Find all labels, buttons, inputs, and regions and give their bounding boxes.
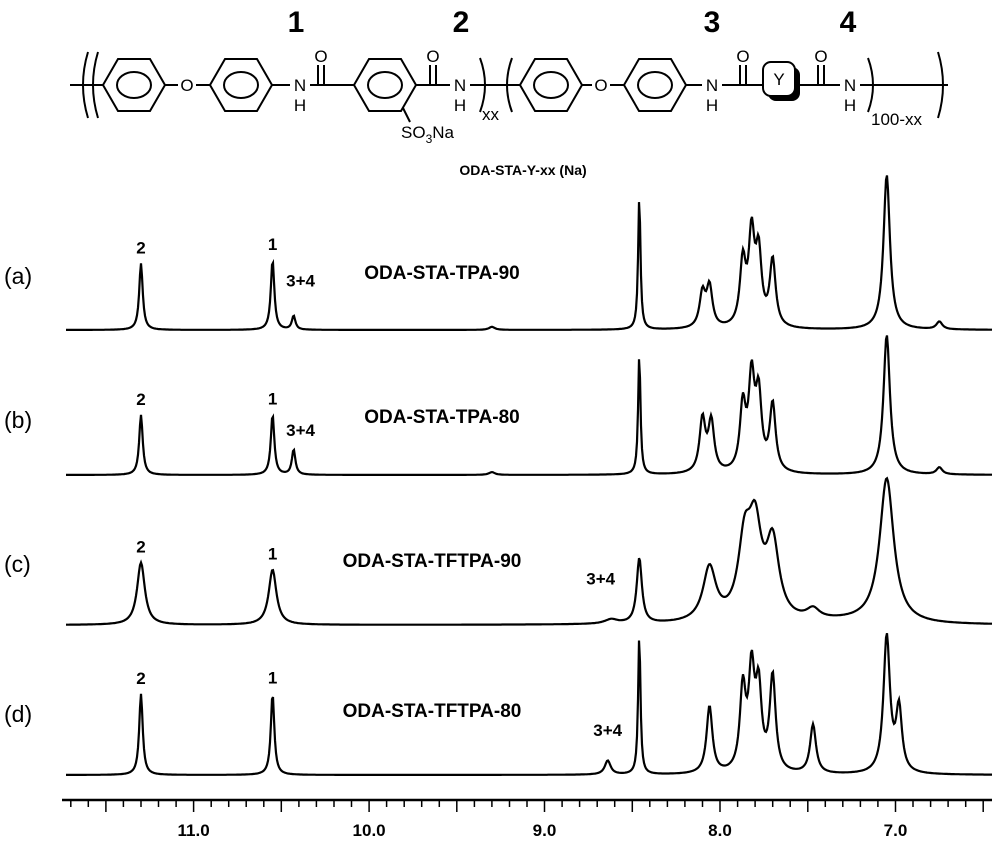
x-tick-label: 8.0 — [708, 821, 732, 840]
benzene-ring-2 — [208, 58, 274, 112]
peak-label: 2 — [136, 238, 145, 257]
panel-label-c: (c) — [4, 551, 31, 577]
benzene-ring-sulfo — [352, 58, 418, 112]
ether-oxygen-2: O — [594, 76, 607, 95]
sulfonate-group: SO3Na — [401, 123, 455, 146]
peak-label: 1 — [268, 235, 277, 254]
amide-hydrogen-1: H — [294, 96, 306, 115]
peak-label: 1 — [268, 545, 277, 564]
carbonyl-oxygen-1: O — [314, 47, 327, 66]
unit-number-3: 3 — [704, 6, 721, 39]
peak-label: 3+4 — [286, 272, 315, 291]
x-tick-label: 11.0 — [178, 821, 210, 840]
unit-number-2: 2 — [453, 6, 470, 39]
spectrum-b: (b) ODA-STA-TPA-80 2 1 3+4 — [4, 335, 992, 476]
spectrum-a: (a) ODA-STA-TPA-90 2 1 3+4 — [4, 175, 992, 331]
sample-name-c: ODA-STA-TFTPA-90 — [343, 551, 522, 572]
panel-label-d: (d) — [4, 701, 32, 727]
amide-hydrogen-4: H — [844, 96, 856, 115]
peak-label: 3+4 — [593, 721, 622, 740]
peak-label: 3+4 — [286, 421, 315, 440]
amide-nitrogen-1: N — [294, 76, 306, 95]
spectrum-trace-a — [66, 175, 992, 331]
peak-label: 1 — [268, 390, 277, 409]
spectrum-trace-d — [66, 632, 992, 776]
x-tick-label: 9.0 — [533, 821, 557, 840]
ether-oxygen-1: O — [180, 76, 193, 95]
peak-label: 1 — [268, 669, 277, 688]
sample-name-d: ODA-STA-TFTPA-80 — [343, 701, 522, 722]
peak-label: 3+4 — [586, 569, 615, 588]
spectra-group: (a) ODA-STA-TPA-90 2 1 3+4 (b) ODA-STA-T… — [4, 175, 992, 776]
spectrum-c: (c) ODA-STA-TFTPA-90 2 1 3+4 — [4, 476, 992, 626]
peak-label: 2 — [136, 390, 145, 409]
amide-nitrogen-3: N — [706, 76, 718, 95]
panel-label-b: (b) — [4, 407, 32, 433]
x-tick-label: 7.0 — [884, 821, 908, 840]
amide-hydrogen-2: H — [454, 96, 466, 115]
benzene-ring-1 — [101, 58, 167, 112]
peak-label: 2 — [136, 538, 145, 557]
benzene-ring-3 — [518, 58, 584, 112]
sample-name-b: ODA-STA-TPA-80 — [364, 407, 520, 428]
spectrum-trace-c — [66, 476, 992, 626]
benzene-ring-4 — [622, 58, 688, 112]
panel-label-a: (a) — [4, 263, 32, 289]
x-axis: 11.0 10.0 9.0 8.0 7.0 — [62, 798, 992, 840]
spectrum-d: (d) ODA-STA-TFTPA-80 2 1 3+4 — [4, 632, 992, 776]
subscript-xx: xx — [482, 105, 500, 124]
polymer-structure — [70, 51, 948, 123]
carbonyl-oxygen-2: O — [426, 47, 439, 66]
unit-number-4: 4 — [840, 6, 857, 39]
amide-nitrogen-2: N — [454, 76, 466, 95]
spectrum-trace-b — [66, 335, 992, 476]
carbonyl-oxygen-3: O — [736, 47, 749, 66]
y-ring-icon — [762, 61, 800, 101]
x-axis-minor-ticks — [70, 800, 984, 812]
x-tick-label: 10.0 — [353, 821, 386, 840]
peak-label: 2 — [136, 669, 145, 688]
unit-number-1: 1 — [288, 6, 305, 39]
structure-caption: ODA-STA-Y-xx (Na) — [459, 162, 586, 178]
amide-hydrogen-3: H — [706, 96, 718, 115]
sample-name-a: ODA-STA-TPA-90 — [364, 263, 520, 284]
carbonyl-oxygen-4: O — [814, 47, 827, 66]
amide-nitrogen-4: N — [844, 76, 856, 95]
y-ring-label: Y — [773, 70, 784, 89]
subscript-100-xx: 100-xx — [871, 110, 923, 129]
